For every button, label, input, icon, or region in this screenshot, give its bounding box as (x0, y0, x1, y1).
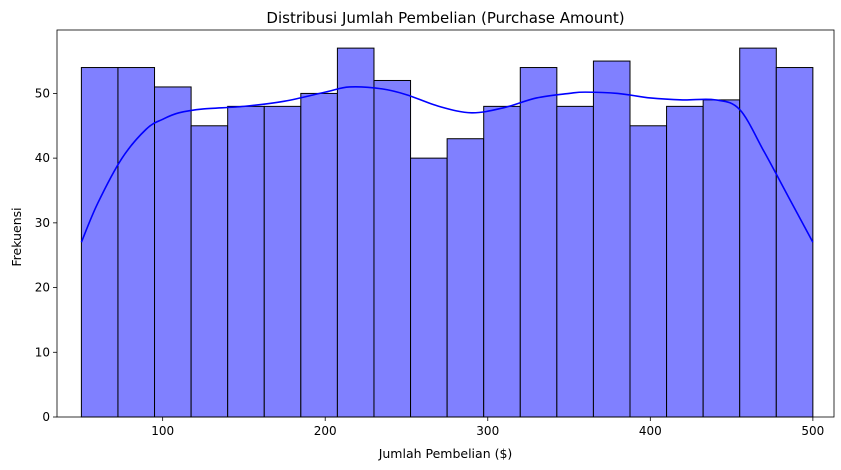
histogram-bar (775, 67, 814, 418)
x-tick-label: 500 (801, 424, 824, 438)
plot-frame (56, 29, 835, 418)
histogram-bar (117, 67, 156, 418)
y-tick-label: 0 (42, 410, 50, 424)
y-tick-label: 40 (35, 151, 50, 165)
x-axis-ticks: 100 200 300 400 500 (151, 417, 824, 438)
histogram-bar (190, 125, 229, 418)
bars-group (80, 47, 814, 418)
x-tick-label: 100 (151, 424, 174, 438)
x-tick-label: 400 (639, 424, 662, 438)
histogram-bar (556, 105, 594, 418)
kde-line (80, 86, 814, 243)
y-tick-label: 20 (35, 281, 50, 295)
x-tick-label: 200 (314, 424, 337, 438)
x-tick-label: 300 (476, 424, 499, 438)
y-tick-label: 50 (35, 86, 50, 100)
histogram-bar (519, 67, 558, 418)
histogram-bar (739, 47, 777, 418)
y-tick-label: 10 (35, 345, 50, 359)
histogram-bar (483, 105, 521, 418)
histogram-bar (592, 60, 631, 418)
x-axis-label: Jumlah Pembelian ($) (378, 446, 513, 461)
y-tick-label: 30 (35, 216, 50, 230)
histogram-bar (629, 125, 668, 418)
histogram-bar (373, 79, 412, 418)
histogram-bar (300, 92, 338, 418)
y-axis-label: Frekuensi (9, 207, 24, 266)
y-axis-ticks: 0 10 20 30 40 50 (35, 86, 57, 424)
histogram-bar (80, 67, 119, 418)
histogram-bar (263, 105, 302, 418)
chart-title: Distribusi Jumlah Pembelian (Purchase Am… (266, 9, 624, 27)
histogram-bar (410, 157, 448, 418)
histogram-bar (666, 105, 704, 418)
histogram-bar (702, 99, 741, 418)
histogram-bar (227, 105, 265, 418)
histogram-bar (154, 86, 192, 418)
histogram-bar (446, 138, 485, 418)
histogram-bar (336, 47, 375, 418)
